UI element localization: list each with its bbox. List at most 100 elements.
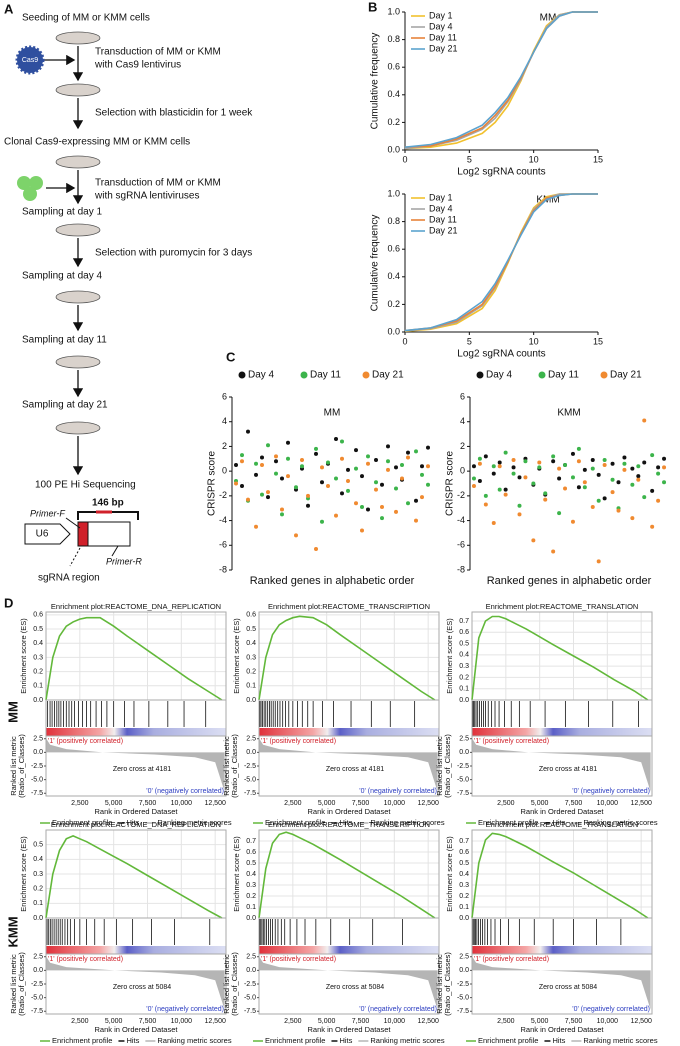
y-tick-label: -7.5 [457,1008,469,1015]
x-tick-label: 5,000 [105,1018,123,1025]
y-tick-label: -5.0 [244,776,256,783]
annotation: Zero cross at 5084 [326,984,384,991]
point [563,486,568,491]
point [406,501,410,506]
x-tick-label: 5,000 [531,800,549,807]
y-tick-label: 0.3 [33,871,43,878]
point [286,440,290,445]
y-tick-label: 0.8 [387,216,400,226]
y-tick-label: 0.1 [33,900,43,907]
annotation: '0' (negatively correlated) [146,1006,224,1013]
point [366,461,370,466]
point [503,450,508,455]
sgrna-virus [17,176,43,201]
legend-label: Enrichment profile [52,818,112,827]
step: Transduction of MM or KMM [95,47,221,58]
annotation: Zero cross at 5084 [539,984,597,991]
y-tick-label: 0.0 [246,915,256,922]
y-tick-label: -2 [219,490,227,500]
point [531,538,536,543]
legend-label: Day 4 [248,370,275,381]
y-axis-label: CRISPR score [445,451,456,516]
point [300,458,304,463]
x-tick-label: 7,500 [139,800,157,807]
y-tick-label: 0.5 [33,842,43,849]
point [650,524,655,529]
enrichment-curve [45,616,223,701]
heat-bar [259,946,439,954]
annotation: '1' (positively correlated) [261,956,336,963]
point [610,490,615,495]
point [374,487,378,492]
point [386,459,390,464]
point [576,459,581,464]
metric-area [259,956,438,1010]
x-tick-label: 10 [529,154,539,164]
point [497,464,502,469]
x-axis-label: Log2 sgRNA counts [457,349,545,360]
y-axis-label: (Ratio_of_Classes) [443,952,452,1016]
legend-label: Day 1 [429,192,453,202]
legend-label: Enrichment profile [52,1036,112,1045]
y-tick-label: 0.8 [387,34,400,44]
line [404,11,598,148]
point [360,504,364,509]
chart-title: MM [540,13,557,24]
y-tick-label: 0.6 [246,612,256,619]
y-tick-label: -7.5 [244,1008,256,1015]
step: Selection with blasticidin for 1 week [95,108,253,119]
step: 100 PE Hi Sequencing [35,480,136,491]
point [294,485,298,490]
point [294,533,298,538]
y-tick-label: -7.5 [244,790,256,797]
y-tick-label: 2.5 [459,736,469,743]
annotation: Zero cross at 4181 [326,766,384,773]
point [374,480,378,485]
point [517,475,522,480]
point [366,454,370,459]
chart-title: Enrichment plot:REACTOME_TRANSCRIPTION [268,820,430,829]
point [346,479,350,484]
y-tick-label: 0.5 [246,626,256,633]
y-tick-label: -6 [457,540,465,550]
panel-frame [258,611,440,701]
point [630,466,635,471]
point [491,471,496,476]
x-tick-label: 2,500 [497,1018,515,1025]
y-tick-label: 0.5 [246,860,256,867]
y-tick-label: 0.0 [33,697,43,704]
y-tick-label: 0.2 [387,117,400,127]
y-tick-label: -5.0 [457,776,469,783]
heat-bar [259,728,439,736]
y-tick-label: 2 [222,441,227,451]
x-tick-label: 7,500 [565,800,583,807]
point [274,459,278,464]
point [491,521,496,526]
point [630,516,635,521]
y-tick-label: -5.0 [31,776,43,783]
annotation: '1' (positively correlated) [48,956,123,963]
legend-label: Day 11 [548,370,579,381]
point [360,474,364,479]
annotation: '1' (positively correlated) [48,738,123,745]
point [523,459,528,464]
x-tick-label: 2,500 [497,800,515,807]
point [471,476,476,481]
point [300,464,304,469]
y-tick-label: 2.5 [246,954,256,961]
enrichment-curve [258,615,436,701]
point [280,507,284,512]
y-tick-label: 0.6 [387,62,400,72]
y-tick-label: 0.4 [387,271,400,281]
x-tick-label: 12,500 [630,1018,652,1025]
x-tick-label: 7,500 [352,1018,370,1025]
primer-label: Primer-F [30,508,65,518]
point [266,490,270,495]
y-tick-label: -2.5 [244,763,256,770]
y-tick-label: 0.0 [246,967,256,974]
point [314,451,318,456]
legend-label: Day 4 [486,370,513,381]
point [543,491,548,496]
heat-bar [46,728,226,736]
point [582,485,587,490]
